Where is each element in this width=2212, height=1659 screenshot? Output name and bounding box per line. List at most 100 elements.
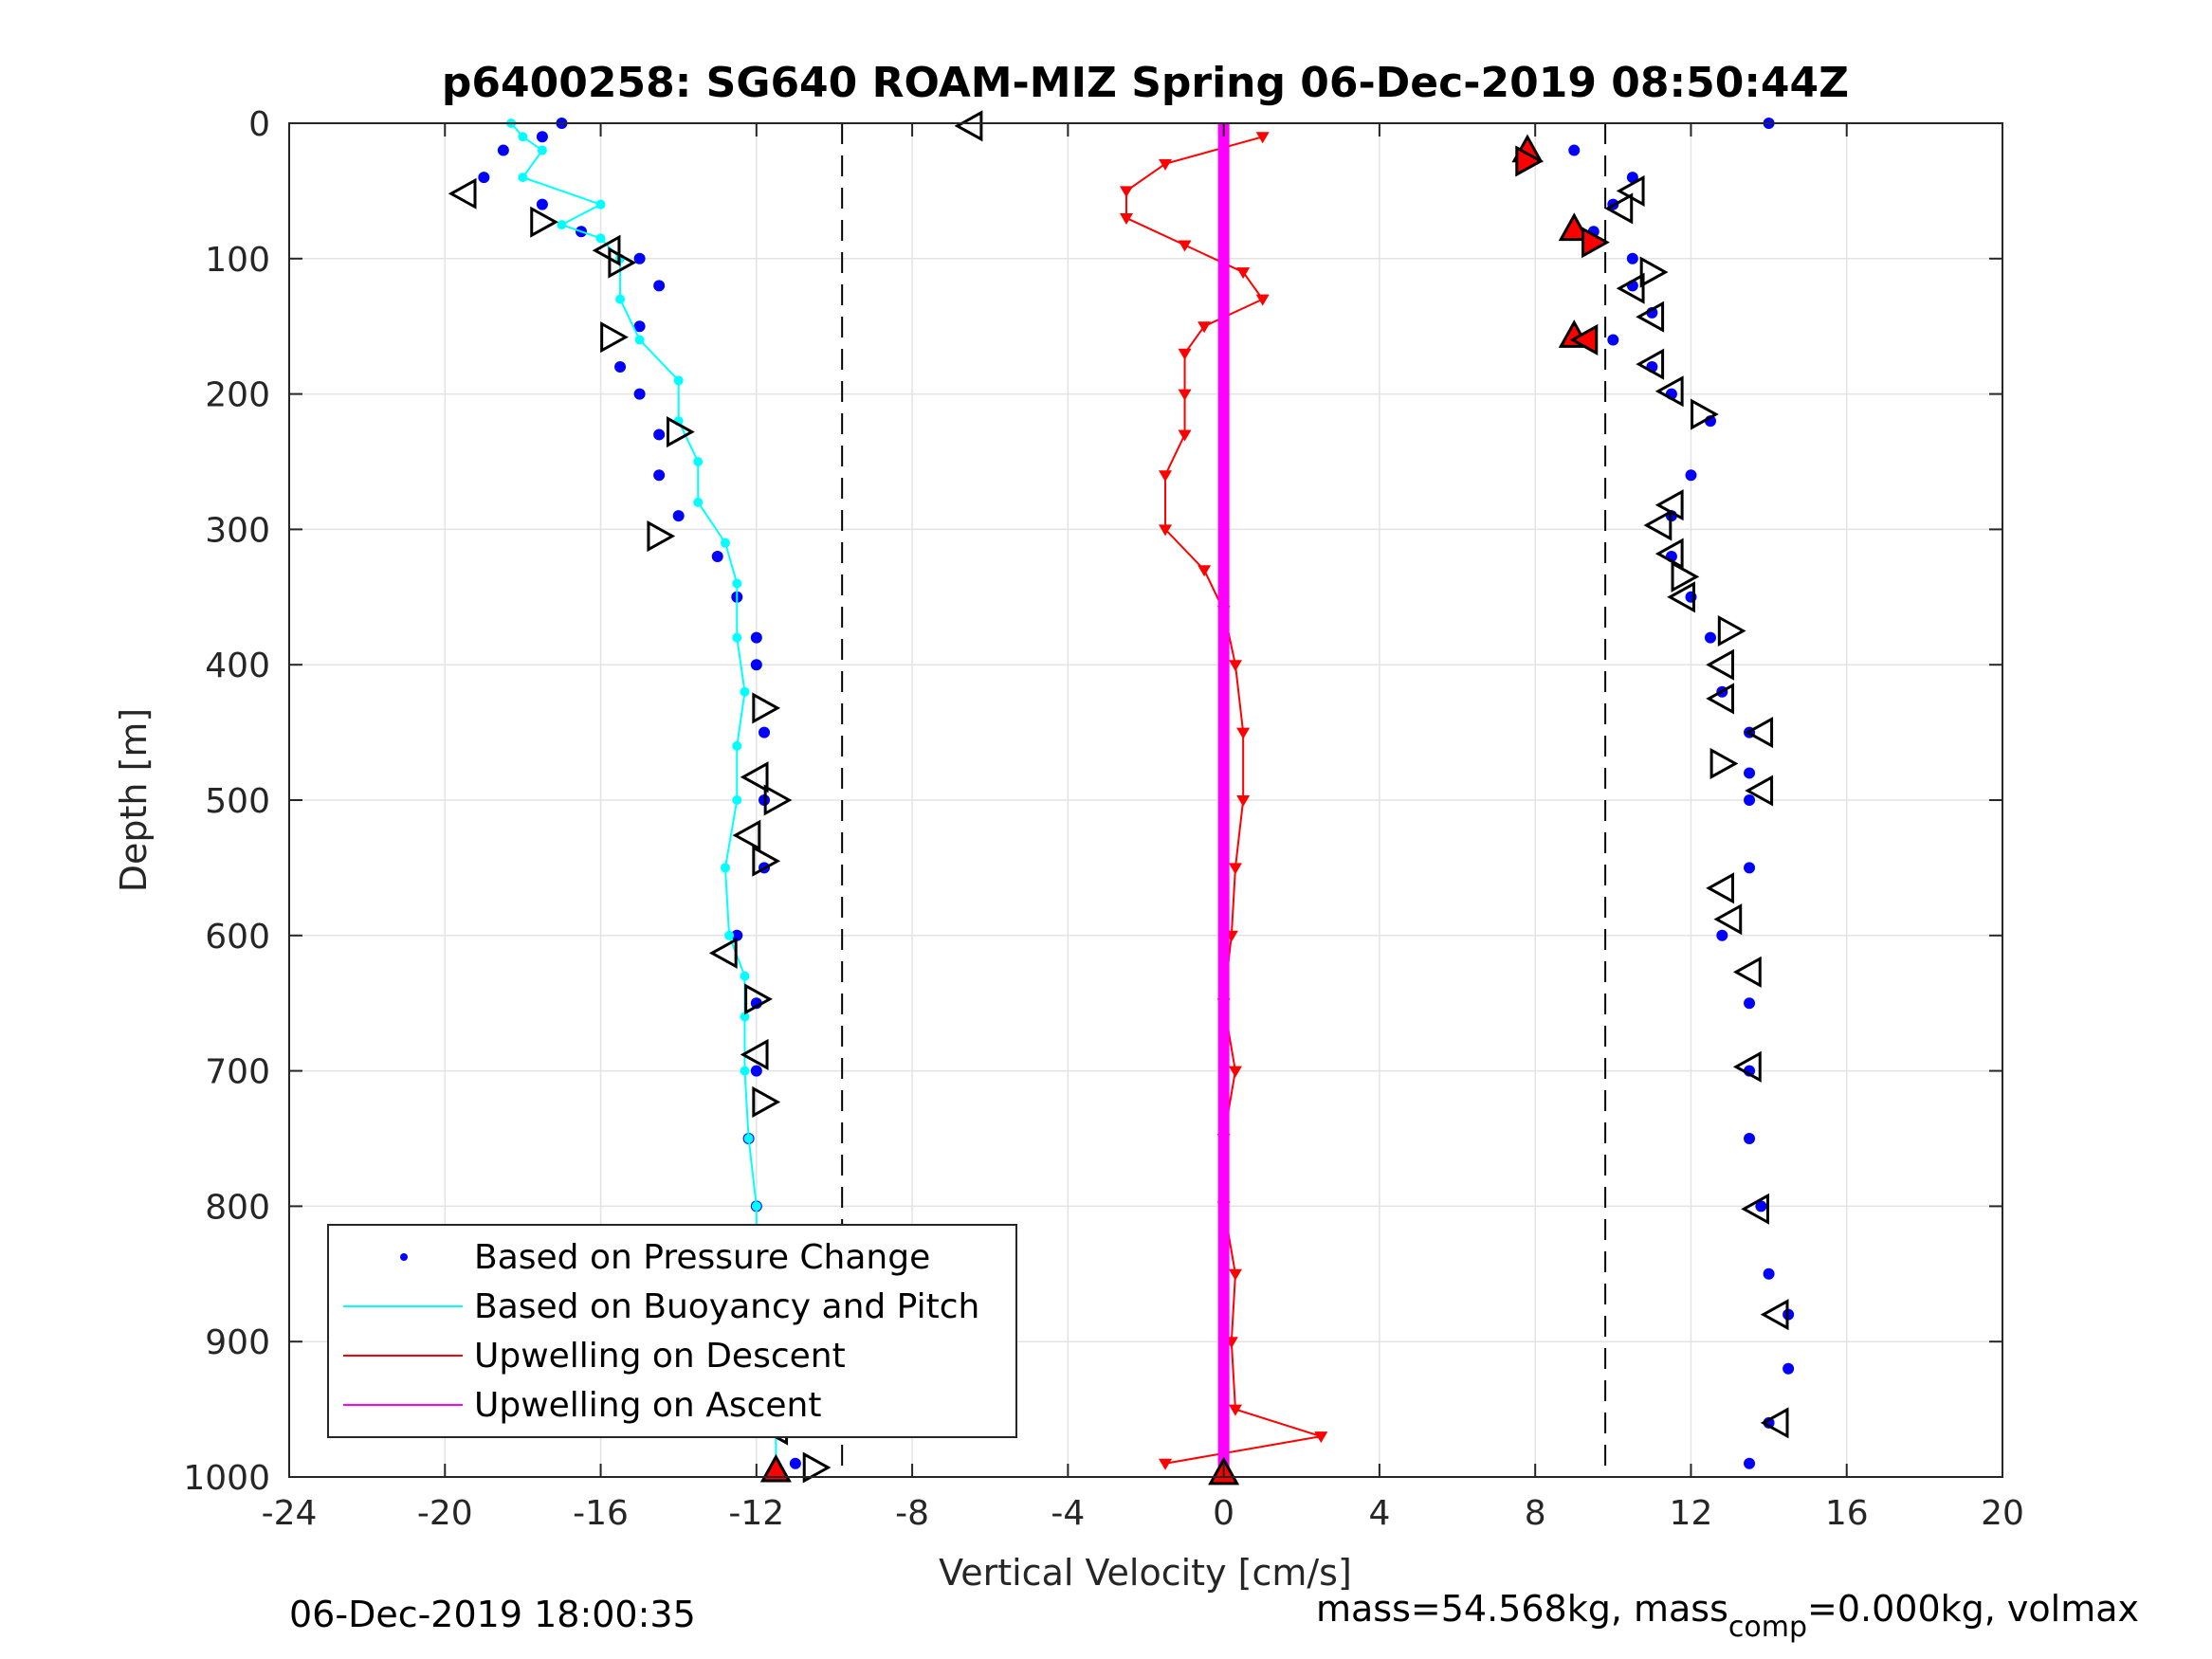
data-point	[634, 335, 645, 345]
data-point	[1178, 429, 1192, 442]
x-tick-label: 8	[1525, 1494, 1546, 1533]
data-point	[1197, 321, 1212, 334]
marker-left	[1732, 956, 1762, 988]
marker-left	[740, 761, 769, 793]
marker-right	[600, 321, 629, 354]
data-point	[751, 1201, 761, 1212]
x-tick-label: 0	[1213, 1494, 1234, 1533]
data-point	[1716, 929, 1728, 941]
data-point	[1744, 1457, 1756, 1469]
marker-left	[1667, 581, 1695, 613]
data-point	[518, 132, 528, 142]
data-point	[720, 863, 730, 873]
data-point	[724, 930, 735, 940]
footer-timestamp: 06-Dec-2019 18:00:35	[289, 1594, 696, 1635]
marker-right	[802, 1451, 832, 1484]
data-point	[1685, 469, 1697, 482]
marker-right	[608, 246, 637, 279]
x-tick-label: -4	[1051, 1494, 1085, 1533]
data-point	[1228, 863, 1242, 875]
data-point	[789, 1457, 801, 1469]
legend-label: Upwelling on Ascent	[474, 1386, 821, 1425]
marker-left	[1616, 272, 1645, 304]
data-point	[693, 497, 704, 507]
data-point	[750, 1065, 762, 1077]
x-tick-label: 16	[1825, 1494, 1869, 1533]
data-point	[711, 550, 723, 562]
data-point	[732, 795, 742, 805]
legend-item-buoyancy: Based on Buoyancy and Pitch	[343, 1287, 979, 1326]
legend-label: Based on Pressure Change	[474, 1238, 930, 1277]
data-point	[750, 631, 762, 644]
y-tick-label: 100	[205, 241, 270, 280]
data-point	[1119, 212, 1133, 225]
marker-left	[1706, 683, 1735, 715]
marker-right-red	[1515, 145, 1545, 177]
data-point	[518, 173, 528, 183]
data-point	[743, 1134, 754, 1143]
data-point	[1568, 144, 1581, 156]
data-point	[672, 510, 685, 522]
series-layer	[478, 118, 1795, 1477]
data-point	[1255, 294, 1270, 306]
chart-title: p6400258: SG640 ROAM-MIZ Spring 06-Dec-2…	[442, 59, 1849, 107]
x-axis-ticks: -24 -20 -16 -12 -8 -4 0 4 8 12 16 20	[262, 123, 2024, 1533]
marker-left	[1643, 509, 1673, 541]
data-point	[1755, 1200, 1767, 1212]
data-point	[1744, 862, 1756, 874]
data-point	[615, 294, 626, 304]
footer-mass-info: mass=54.568kg, masscomp=0.000kg, volmax	[1316, 1588, 2139, 1644]
data-point	[1704, 631, 1716, 644]
data-point	[1228, 1268, 1242, 1281]
data-point	[740, 1012, 750, 1022]
data-point	[720, 538, 730, 548]
marker-up-red	[759, 1453, 792, 1483]
marker-left	[1654, 538, 1684, 570]
data-point	[731, 929, 743, 941]
marker-left	[1760, 1299, 1789, 1331]
legend-label: Based on Buoyancy and Pitch	[474, 1287, 979, 1326]
marker-left	[1706, 872, 1735, 904]
marker-left-red	[1569, 323, 1599, 356]
marker-right	[1671, 560, 1700, 592]
x-axis-label: Vertical Velocity [cm/s]	[939, 1552, 1352, 1594]
data-point	[1159, 524, 1173, 537]
x-tick-label: 20	[1981, 1494, 2024, 1533]
marker-left	[448, 177, 477, 210]
data-point	[1626, 172, 1638, 184]
data-point	[1255, 132, 1270, 144]
y-tick-label: 700	[205, 1053, 270, 1092]
data-point	[1159, 1458, 1173, 1470]
data-point	[1236, 727, 1251, 739]
marker-right	[763, 784, 793, 816]
y-tick-label: 200	[205, 376, 270, 415]
y-tick-label: 800	[205, 1188, 270, 1227]
legend-item-pressure: Based on Pressure Change	[400, 1238, 930, 1277]
marker-right	[752, 1085, 781, 1118]
marker-right	[530, 206, 559, 238]
marker-right-red	[1581, 227, 1610, 259]
y-tick-label: 1000	[183, 1459, 270, 1498]
legend: Based on Pressure Change Based on Buoyan…	[327, 1224, 1017, 1438]
x-tick-label: -20	[417, 1494, 473, 1533]
marker-left	[1604, 192, 1634, 225]
x-tick-label: -24	[262, 1494, 318, 1533]
data-point	[537, 145, 547, 155]
y-tick-label: 300	[205, 511, 270, 550]
mass-subscript: comp	[1728, 1611, 1807, 1644]
y-axis-ticks: 0 100 200 300 400 500 600 700 800 900 1000	[183, 105, 2002, 1498]
x-tick-label: 4	[1368, 1494, 1390, 1533]
x-tick-label: -16	[573, 1494, 629, 1533]
data-point	[1236, 267, 1251, 280]
data-point	[536, 131, 548, 143]
mass-prefix: mass=54.568kg, mass	[1316, 1588, 1728, 1630]
mass-suffix: =0.000kg, volmax	[1807, 1588, 2139, 1630]
y-tick-label: 900	[205, 1323, 270, 1362]
x-tick-label: -8	[895, 1494, 929, 1533]
data-point	[740, 971, 750, 981]
marker-left	[1745, 717, 1774, 749]
data-point	[1763, 1267, 1775, 1280]
marker-right	[752, 692, 781, 724]
data-point	[750, 659, 762, 671]
data-point	[1228, 1066, 1242, 1078]
